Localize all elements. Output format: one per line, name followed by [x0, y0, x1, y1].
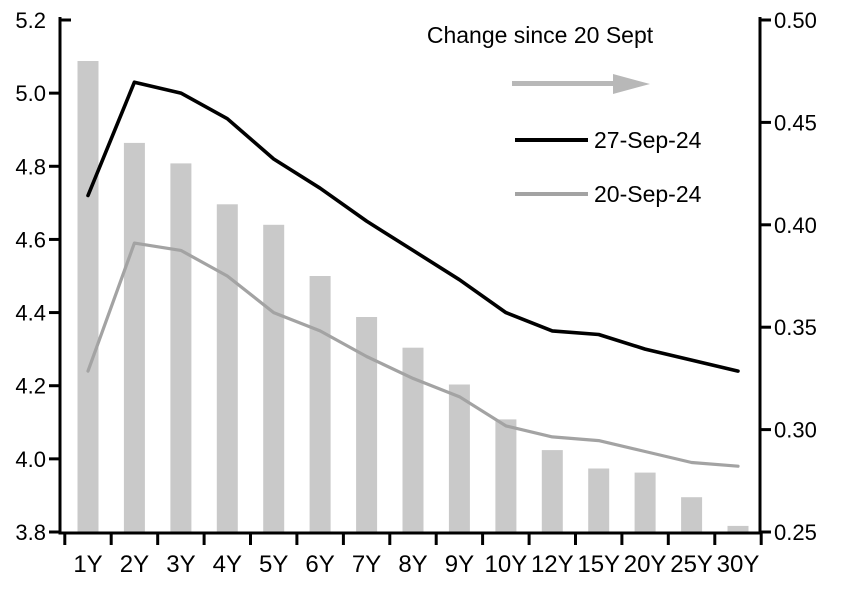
x-axis-label-10Y: 10Y [485, 551, 528, 578]
bar-change-2Y [123, 142, 145, 532]
x-axis-label-4Y: 4Y [213, 551, 242, 578]
legend-label-20sep: 20-Sep-24 [594, 181, 702, 207]
left-axis-tick-label: 3.8 [15, 520, 46, 545]
right-axis-tick-label: 0.25 [774, 520, 817, 545]
x-axis-label-12Y: 12Y [531, 551, 574, 578]
legend-label-27sep: 27-Sep-24 [594, 127, 702, 153]
line-27-sep-24 [86, 80, 740, 373]
legend-entry-27sep: 27-Sep-24 [515, 127, 702, 153]
right-arrow-icon [512, 74, 650, 94]
bar-change-7Y [356, 317, 378, 532]
bar-change-6Y [309, 276, 331, 532]
bar-change-20Y [634, 472, 656, 532]
x-axis-label-15Y: 15Y [577, 551, 620, 578]
bar-change-10Y [495, 419, 517, 532]
left-axis-tick-label: 4.8 [15, 154, 46, 179]
x-axis-label-2Y: 2Y [120, 551, 149, 578]
bar-change-30Y [727, 525, 749, 532]
left-axis-tick-label: 4.6 [15, 227, 46, 252]
bar-change-3Y [170, 163, 192, 532]
bar-change-9Y [448, 384, 470, 532]
legend-title: Change since 20 Sept [427, 22, 654, 48]
x-axis-label-20Y: 20Y [624, 551, 667, 578]
left-axis-tick-label: 5.2 [15, 8, 46, 33]
chart-legend: Change since 20 Sept 27-Sep-24 20-Sep-24 [427, 22, 702, 207]
bar-change-5Y [263, 224, 285, 533]
right-axis-tick-label: 0.45 [774, 110, 817, 135]
x-axis-label-9Y: 9Y [445, 551, 474, 578]
x-axis-label-25Y: 25Y [670, 551, 713, 578]
x-axis-label-3Y: 3Y [166, 551, 195, 578]
bar-change-15Y [588, 468, 610, 532]
bar-change-12Y [541, 450, 563, 532]
x-axis-label-6Y: 6Y [305, 551, 334, 578]
right-axis-tick-label: 0.40 [774, 213, 817, 238]
x-axis-label-30Y: 30Y [717, 551, 760, 578]
bar-change-8Y [402, 347, 424, 532]
bar-change-25Y [681, 497, 703, 532]
line-20-sep-24 [86, 241, 740, 468]
x-axis-label-5Y: 5Y [259, 551, 288, 578]
right-axis-tick-label: 0.35 [774, 315, 817, 340]
left-axis-tick-label: 4.4 [15, 301, 46, 326]
x-axis-label-7Y: 7Y [352, 551, 381, 578]
left-axis-tick-label: 5.0 [15, 81, 46, 106]
plot-area: 5.2 5.0 4.8 4.6 4.4 4.2 4.0 3.8 0.50 0.45 0.40 0.35… [15, 8, 816, 578]
left-axis-tick-label: 4.0 [15, 447, 46, 472]
left-axis-tick-label: 4.2 [15, 374, 46, 399]
legend-entry-20sep: 20-Sep-24 [515, 181, 702, 207]
x-axis-label-8Y: 8Y [398, 551, 427, 578]
x-axis-label-1Y: 1Y [73, 551, 102, 578]
bar-change-4Y [216, 204, 238, 533]
bar-change-1Y [77, 61, 99, 532]
right-axis-tick-label: 0.30 [774, 418, 817, 443]
right-axis-tick-label: 0.50 [774, 8, 817, 33]
